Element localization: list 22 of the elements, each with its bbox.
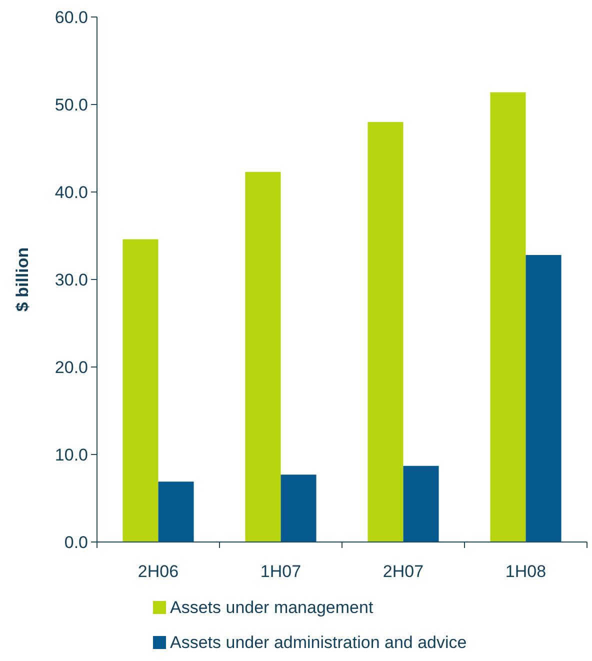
y-tick-label: 0.0 xyxy=(64,532,88,552)
legend-label: Assets under management xyxy=(170,598,374,617)
bar xyxy=(526,255,562,542)
y-tick-label: 50.0 xyxy=(54,95,88,114)
bar xyxy=(158,482,194,542)
x-tick-label: 1H07 xyxy=(260,562,302,581)
bar xyxy=(280,474,316,542)
y-tick-label: 40.0 xyxy=(54,182,88,202)
y-tick-label: 60.0 xyxy=(54,8,88,27)
x-tick-label: 1H08 xyxy=(505,562,546,581)
bar xyxy=(122,239,158,542)
y-tick-label: 10.0 xyxy=(54,445,88,464)
bar xyxy=(245,172,281,542)
bar xyxy=(403,466,439,542)
y-tick-label: 30.0 xyxy=(54,270,88,290)
y-axis-title: $ billion xyxy=(13,247,32,312)
x-tick-label: 2H07 xyxy=(382,562,424,581)
x-tick-label: 2H06 xyxy=(138,562,179,581)
y-tick-label: 20.0 xyxy=(54,358,88,377)
bar xyxy=(490,92,526,542)
legend-label: Assets under administration and advice xyxy=(170,633,467,652)
bar xyxy=(368,122,404,542)
